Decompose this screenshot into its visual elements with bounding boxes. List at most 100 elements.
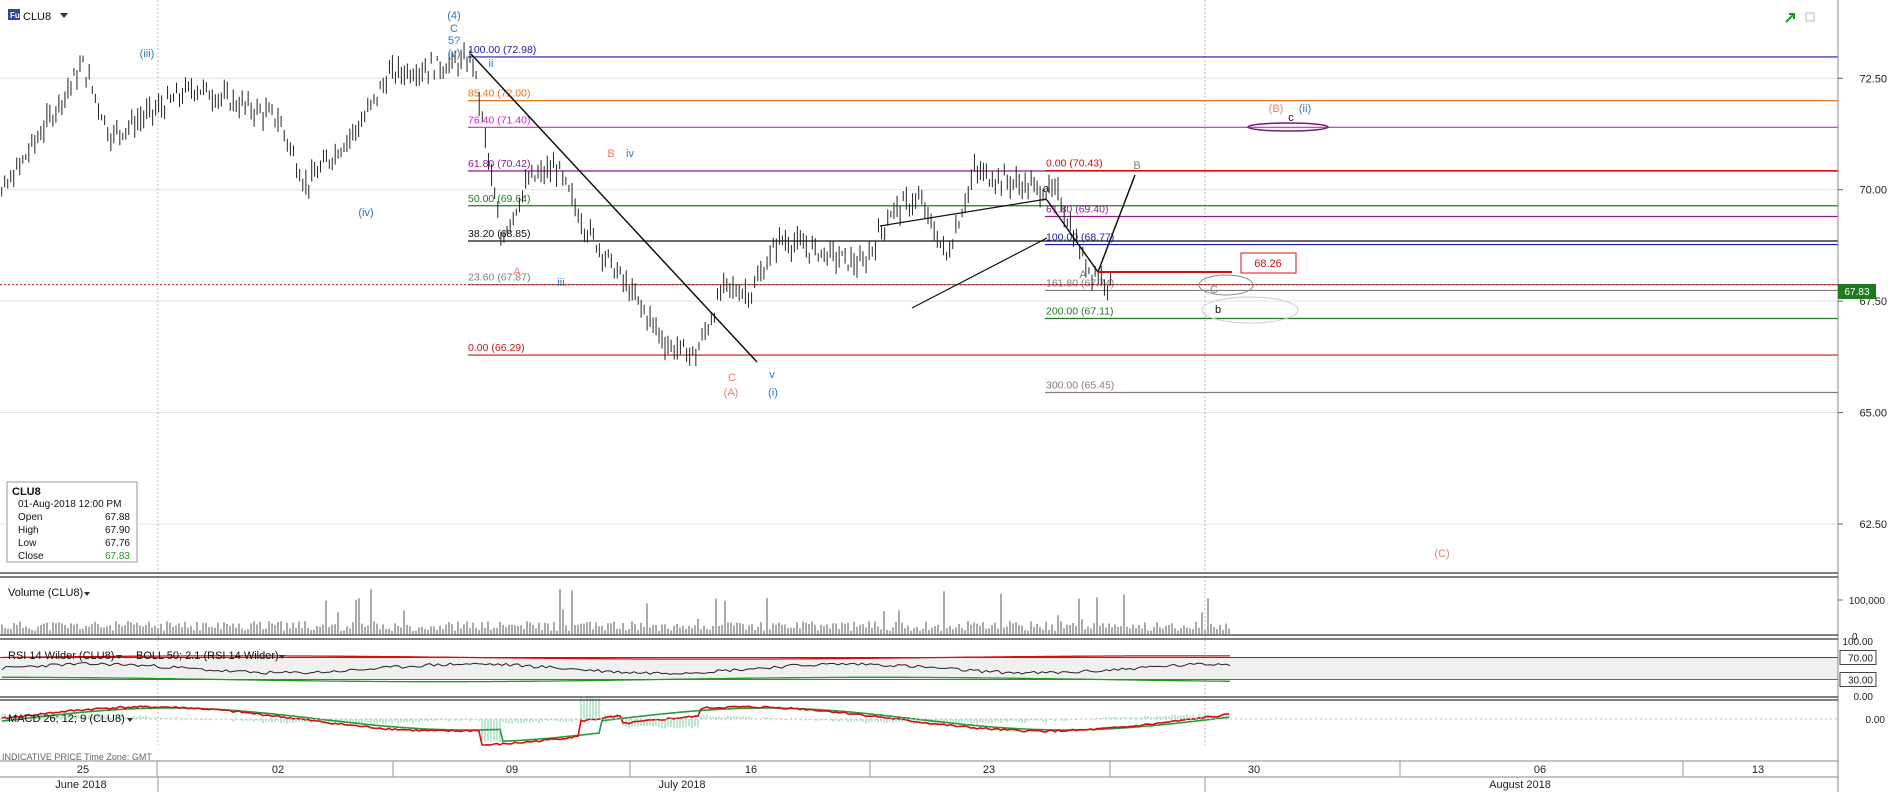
rsi-panel-label[interactable]: RSI 14 Wilder (CLU8) — [8, 650, 114, 662]
fib-level-label: 61.80 (69.40) — [1046, 203, 1108, 215]
price-tick-label: 67.50 — [1859, 296, 1887, 308]
rsi-menu-chevron-icon[interactable] — [116, 655, 122, 659]
fib-level-label: 161.80 (67.74) — [1046, 277, 1114, 289]
price-tick-label: 70.00 — [1859, 185, 1887, 197]
symbol-label[interactable]: CLU8 — [23, 11, 51, 23]
wave-label: 5? — [448, 35, 460, 47]
wave-label: B — [607, 148, 614, 160]
price-tick-label: 62.50 — [1859, 519, 1887, 531]
volume-tick-label: 0 — [1852, 632, 1858, 643]
wave-label: c — [1288, 112, 1294, 124]
fib-level-label: 50.00 (69.64) — [468, 193, 530, 205]
macd-menu-chevron-icon[interactable] — [127, 718, 133, 722]
volume-menu-chevron-icon[interactable] — [84, 592, 90, 596]
wave-label: (i) — [768, 387, 778, 399]
wedge-upper-line — [879, 198, 1048, 227]
info-high-value: 67.90 — [105, 525, 130, 536]
info-close-label: Close — [18, 551, 44, 562]
wave-label: C — [728, 372, 736, 384]
rsi-level-box — [1839, 650, 1877, 665]
chevron-down-icon[interactable] — [60, 13, 68, 18]
volume-tick-label: 100,000 — [1849, 596, 1886, 607]
fib-level-label: 38.20 (68.85) — [468, 228, 530, 240]
wave-label: ii — [489, 58, 494, 70]
boll-panel-label[interactable]: BOLL 50; 2.1 (RSI 14 Wilder) — [136, 650, 279, 662]
boll-lower-line — [2, 676, 1231, 683]
svg-text:Fu: Fu — [10, 11, 20, 20]
price-box-value: 68.26 — [1254, 258, 1282, 270]
last-price-tag — [1838, 284, 1876, 299]
wedge-lower-line — [911, 237, 1048, 309]
info-open-value: 67.88 — [105, 512, 130, 523]
window-restore-icon[interactable] — [1805, 12, 1815, 22]
date-tick-label: 09 — [506, 764, 518, 776]
rsi-line — [1, 662, 1231, 675]
wave-label: b — [1215, 304, 1221, 316]
wave-label: (ii) — [1299, 103, 1311, 115]
wave-label: (v) — [448, 48, 461, 60]
info-date: 01-Aug-2018 12:00 PM — [18, 499, 121, 510]
wave-label: A — [1079, 269, 1087, 281]
date-tick-label: 23 — [983, 764, 995, 776]
boll-menu-chevron-icon[interactable] — [279, 655, 285, 659]
rsi-tick-label: 100.00 — [1842, 637, 1873, 648]
macd-tick-label: 0.00 — [1866, 715, 1886, 726]
info-low-value: 67.76 — [105, 538, 130, 549]
last-price-value: 67.83 — [1844, 287, 1869, 298]
trend-arrow-icon[interactable] — [1785, 13, 1795, 23]
wave-label: v — [769, 369, 775, 381]
rsi-tick-label: 30.00 — [1848, 676, 1873, 687]
rsi-tick-label: 70.00 — [1848, 654, 1873, 665]
macd-line — [1, 705, 1230, 746]
trend-lines — [470, 53, 1329, 363]
price-tick-label: 72.50 — [1859, 73, 1887, 85]
info-high-label: High — [18, 525, 39, 536]
wave-label: (4) — [447, 10, 460, 22]
wave-line — [1046, 199, 1099, 273]
price-tick-label: 65.00 — [1859, 408, 1887, 420]
date-tick-label: 02 — [272, 764, 284, 776]
price-box — [1240, 252, 1297, 274]
header: Fu CLU8 — [8, 9, 1815, 23]
wave-label: (iii) — [140, 48, 155, 60]
rsi-tick-label: 0.00 — [1854, 692, 1874, 703]
date-tick-label: 30 — [1248, 764, 1260, 776]
month-label: July 2018 — [658, 779, 705, 791]
rsi-band — [0, 657, 1838, 680]
info-close-value: 67.83 — [105, 551, 130, 562]
wave-label: (A) — [724, 387, 739, 399]
ohlc-info-box: CLU8 01-Aug-2018 12:00 PM Open 67.88 Hig… — [6, 481, 138, 563]
date-tick-label: 13 — [1752, 764, 1764, 776]
wave-label: a — [1043, 183, 1050, 195]
fib-level-label: 100.00 (72.98) — [468, 44, 536, 56]
wave-line — [1097, 174, 1136, 273]
fib-level-label: 200.00 (67.11) — [1046, 306, 1114, 318]
info-open-label: Open — [18, 512, 42, 523]
volume-panel-label[interactable]: Volume (CLU8) — [8, 587, 83, 599]
fib-level-label: 100.00 (68.77) — [1046, 232, 1114, 244]
macd-panel-label[interactable]: MACD 26; 12; 9 (CLU8) — [8, 713, 125, 725]
month-label: June 2018 — [55, 779, 106, 791]
wave-label: C — [450, 23, 458, 35]
fib-level-label: 23.60 (67.87) — [468, 272, 530, 284]
price-bars — [1, 42, 1112, 367]
indicative-price-note: INDICATIVE PRICE Time Zone: GMT — [2, 752, 152, 762]
rsi-level-box — [1839, 672, 1877, 687]
fib-level-label: 0.00 (70.43) — [1046, 158, 1103, 170]
wave-label: B — [1133, 160, 1140, 172]
instrument-icon[interactable] — [8, 9, 20, 20]
fib-level-label: 300.00 (65.45) — [1046, 380, 1114, 392]
boll-upper-line — [1, 655, 1230, 660]
wave-label: (B) — [1269, 103, 1284, 115]
fib-level-label: 61.80 (70.42) — [468, 158, 530, 170]
wave-label: iv — [626, 148, 634, 160]
month-label: August 2018 — [1489, 779, 1551, 791]
trend-line — [470, 53, 758, 363]
target-ellipse — [1198, 274, 1254, 296]
target-ellipse — [1247, 122, 1329, 132]
fib-level-label: 76.40 (71.40) — [468, 114, 530, 126]
